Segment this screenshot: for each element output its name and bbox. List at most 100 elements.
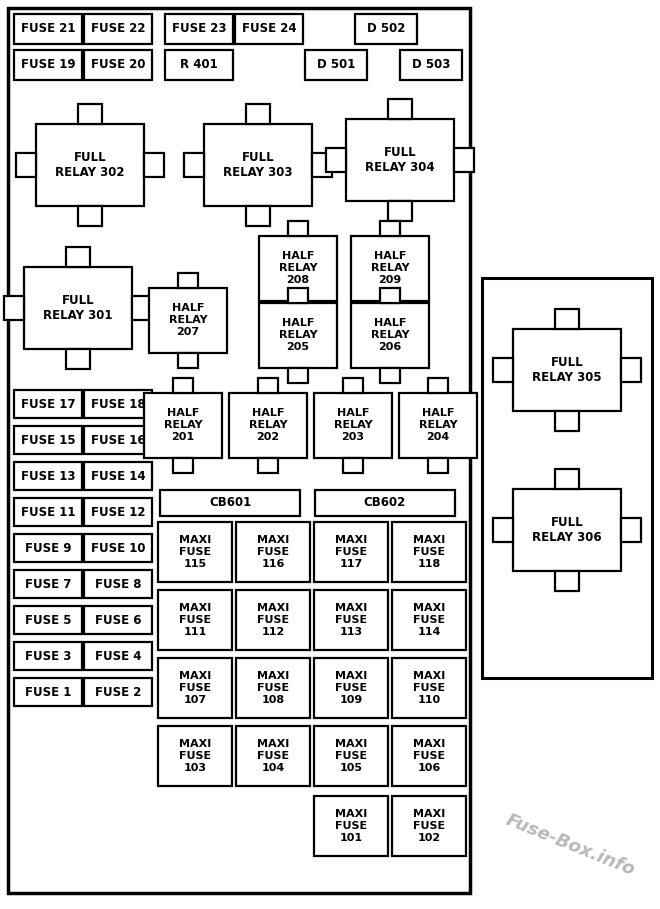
Text: FUSE 9: FUSE 9 — [25, 542, 71, 554]
Bar — [428, 377, 448, 393]
Bar — [343, 457, 363, 473]
Bar — [8, 8, 470, 893]
Text: MAXI
FUSE
116: MAXI FUSE 116 — [257, 535, 289, 569]
Bar — [204, 124, 312, 206]
Text: FULL
RELAY 302: FULL RELAY 302 — [55, 151, 125, 179]
Text: HALF
RELAY
203: HALF RELAY 203 — [334, 408, 372, 442]
Bar — [84, 534, 152, 562]
Text: HALF
RELAY
208: HALF RELAY 208 — [279, 252, 317, 285]
Bar — [392, 658, 466, 718]
Text: MAXI
FUSE
111: MAXI FUSE 111 — [179, 604, 211, 636]
Bar — [388, 99, 412, 119]
Text: R 401: R 401 — [180, 58, 218, 72]
Bar — [236, 726, 310, 786]
Text: FUSE 16: FUSE 16 — [90, 434, 145, 446]
Bar — [14, 498, 82, 526]
Bar — [513, 489, 621, 571]
Bar — [4, 296, 24, 320]
Bar — [158, 658, 232, 718]
Bar — [36, 124, 144, 206]
Bar — [84, 426, 152, 454]
Bar — [149, 287, 227, 353]
Text: FUSE 19: FUSE 19 — [20, 58, 75, 72]
Bar — [305, 50, 367, 80]
Text: FULL
RELAY 305: FULL RELAY 305 — [532, 356, 602, 384]
Text: MAXI
FUSE
104: MAXI FUSE 104 — [257, 739, 289, 773]
Bar — [288, 287, 308, 303]
Bar — [24, 267, 132, 349]
Bar — [14, 678, 82, 706]
Bar — [14, 606, 82, 634]
Bar — [184, 153, 204, 177]
Bar — [314, 726, 388, 786]
Bar — [314, 796, 388, 856]
Bar — [400, 50, 462, 80]
Bar — [392, 726, 466, 786]
Text: MAXI
FUSE
102: MAXI FUSE 102 — [413, 809, 445, 843]
Text: D 503: D 503 — [412, 58, 450, 72]
Text: FUSE 21: FUSE 21 — [20, 23, 75, 35]
Bar — [380, 287, 400, 303]
Text: FUSE 6: FUSE 6 — [95, 614, 141, 626]
Bar — [555, 411, 579, 431]
Text: FUSE 7: FUSE 7 — [25, 577, 71, 591]
Text: MAXI
FUSE
110: MAXI FUSE 110 — [413, 672, 445, 704]
Bar — [78, 104, 102, 124]
Bar — [258, 377, 278, 393]
Bar — [288, 367, 308, 383]
Text: FUSE 20: FUSE 20 — [91, 58, 145, 72]
Bar — [165, 14, 233, 44]
Bar — [482, 278, 652, 678]
Bar — [144, 153, 164, 177]
Text: HALF
RELAY
201: HALF RELAY 201 — [164, 408, 203, 442]
Bar — [14, 50, 82, 80]
Text: MAXI
FUSE
115: MAXI FUSE 115 — [179, 535, 211, 569]
Bar — [78, 206, 102, 226]
Text: FULL
RELAY 303: FULL RELAY 303 — [223, 151, 293, 179]
Bar — [621, 518, 641, 542]
Bar — [314, 522, 388, 582]
Text: FUSE 1: FUSE 1 — [25, 685, 71, 698]
Text: FUSE 11: FUSE 11 — [20, 505, 75, 518]
Bar — [84, 462, 152, 490]
Text: FUSE 14: FUSE 14 — [90, 470, 145, 483]
Bar — [84, 642, 152, 670]
Bar — [236, 658, 310, 718]
Bar — [258, 457, 278, 473]
Text: D 502: D 502 — [367, 23, 405, 35]
Bar — [132, 296, 152, 320]
Bar — [259, 235, 337, 301]
Text: MAXI
FUSE
103: MAXI FUSE 103 — [179, 739, 211, 773]
Text: MAXI
FUSE
112: MAXI FUSE 112 — [257, 604, 289, 636]
Bar — [84, 570, 152, 598]
Bar — [314, 393, 392, 457]
Bar — [84, 606, 152, 634]
Bar — [399, 393, 477, 457]
Text: MAXI
FUSE
113: MAXI FUSE 113 — [335, 604, 367, 636]
Text: FUSE 2: FUSE 2 — [95, 685, 141, 698]
Bar — [66, 247, 90, 267]
Bar — [66, 349, 90, 369]
Text: FUSE 24: FUSE 24 — [242, 23, 296, 35]
Bar — [513, 329, 621, 411]
Bar — [454, 148, 474, 172]
Bar — [380, 367, 400, 383]
Bar — [14, 14, 82, 44]
Bar — [158, 726, 232, 786]
Text: MAXI
FUSE
108: MAXI FUSE 108 — [257, 672, 289, 704]
Bar — [84, 50, 152, 80]
Bar — [236, 590, 310, 650]
Bar — [343, 377, 363, 393]
Bar — [160, 490, 300, 516]
Bar — [380, 221, 400, 235]
Text: MAXI
FUSE
105: MAXI FUSE 105 — [335, 739, 367, 773]
Bar — [144, 393, 222, 457]
Text: MAXI
FUSE
101: MAXI FUSE 101 — [335, 809, 367, 843]
Text: HALF
RELAY
205: HALF RELAY 205 — [279, 318, 317, 352]
Bar — [555, 571, 579, 591]
Text: FUSE 4: FUSE 4 — [95, 650, 141, 663]
Bar — [158, 590, 232, 650]
Text: FUSE 5: FUSE 5 — [25, 614, 71, 626]
Bar — [246, 104, 270, 124]
Bar — [351, 235, 429, 301]
